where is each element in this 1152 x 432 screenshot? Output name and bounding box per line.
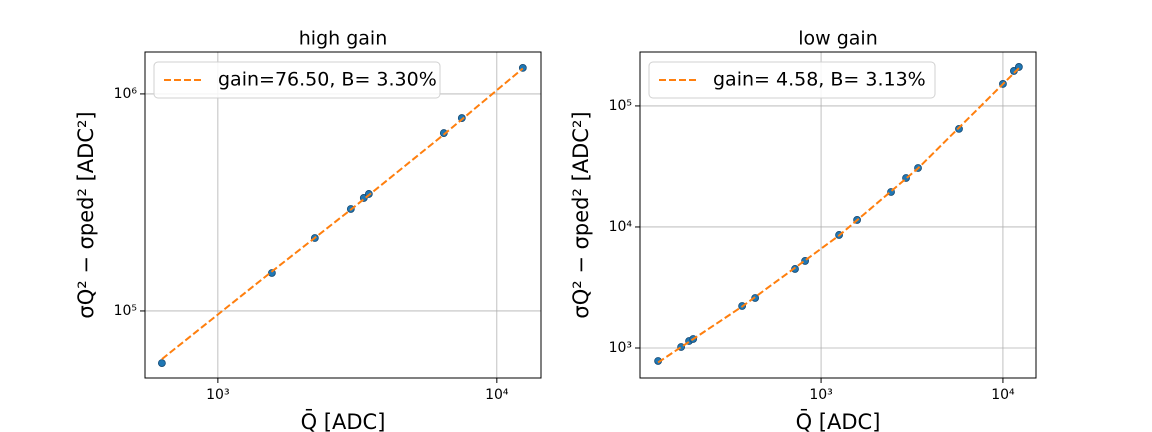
legend-label: gain=76.50, B= 3.30% [218,69,437,91]
y-tick-label: 10⁶ [114,86,138,102]
y-tick-label: 10⁴ [609,219,633,235]
chart-title: high gain [299,28,388,50]
data-point [157,359,166,368]
y-tick-label: 10⁵ [114,303,137,319]
y-axis-label: σQ² − σped² [ADC²] [74,111,98,318]
y-axis-label: σQ² − σped² [ADC²] [569,111,593,318]
fit-line [657,67,1020,364]
data-point [439,129,448,137]
x-tick-label: 10³ [809,387,832,403]
x-axis-label: Q̄ [ADC] [301,409,386,432]
axes-frame [639,51,1037,379]
axes-frame [144,51,542,379]
subplot: 10³ 10⁴ 10⁵ 10⁶ high gain Q̄ [ADC] σQ² − σped²… [74,28,542,432]
subplot: 10³ 10⁴ 10³ 10⁴ 10⁵ low gain Q̄ [ADC] σQ² − σpe… [569,28,1037,432]
legend-box [153,61,441,99]
plot-area [640,52,1036,378]
y-tick-label: 10³ [609,340,632,356]
chart-title: low gain [798,28,878,50]
fit-line [161,67,524,360]
legend-box [648,61,936,99]
legend-label: gain= 4.58, B= 3.13% [713,69,926,91]
x-tick-label: 10⁴ [991,387,1015,403]
x-tick-label: 10⁴ [485,387,509,403]
x-tick-label: 10³ [206,387,229,403]
x-axis-label: Q̄ [ADC] [796,409,881,432]
y-tick-label: 10⁵ [609,98,632,114]
